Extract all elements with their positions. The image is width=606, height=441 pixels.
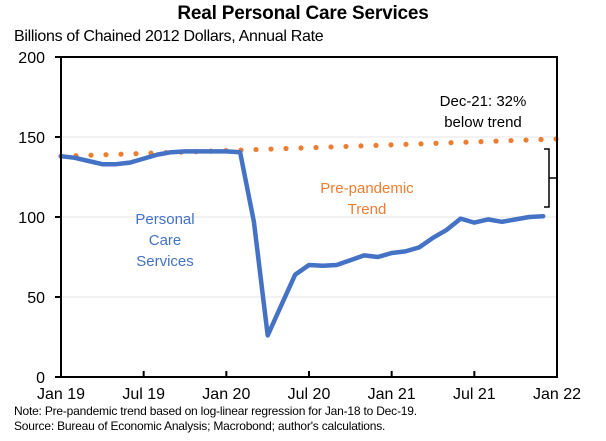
y-tick-label: 100 [18, 210, 45, 227]
trend-dot [343, 143, 349, 150]
trend-dot [523, 137, 529, 143]
trend-dot [283, 145, 289, 152]
chart-source: Source: Bureau of Economic Analysis; Mac… [14, 419, 386, 433]
personal-care-line [58, 149, 546, 338]
x-tick-label: Jan 21 [368, 386, 416, 403]
gap-annotation-line: below trend [444, 114, 522, 131]
trend-dot [253, 146, 259, 153]
trend-label: Pre-pandemic Trend [320, 180, 414, 218]
trend-dot [538, 136, 544, 143]
trend-dot [268, 146, 274, 152]
personal-care-label-line: Care [149, 232, 182, 249]
trend-dot [118, 151, 124, 157]
trend-series [58, 136, 559, 159]
x-tick-label: Jul 21 [453, 386, 496, 403]
personal-care-label-line: Personal [135, 211, 194, 228]
annotations: Personal Care Services Pre-pandemic Trend Dec… [135, 93, 557, 270]
trend-dot [508, 137, 514, 144]
trend-dot [358, 143, 364, 149]
trend-dot [328, 144, 334, 150]
gridlines [61, 136, 557, 298]
x-tick-labels: Jan 19 Jul 19 Jan 20 Jul 20 Jan 21 Jul 21 Jan … [37, 386, 581, 403]
trend-dot [88, 152, 94, 158]
trend-dot [313, 144, 319, 151]
personal-care-label: Personal Care Services [135, 211, 194, 270]
trend-dot [373, 142, 379, 148]
y-tick-label: 200 [18, 50, 45, 67]
trend-dot [133, 151, 139, 157]
personal-care-series [58, 149, 546, 338]
x-tick-label: Jul 19 [122, 386, 165, 403]
axes [55, 56, 558, 378]
x-tick-label: Jan 20 [202, 386, 250, 403]
trend-dot [463, 139, 469, 145]
trend-dot [418, 141, 424, 147]
y-tick-labels: 0 50 100 150 200 [18, 50, 45, 387]
x-tick-label: Jul 20 [288, 386, 331, 403]
trend-dot [448, 140, 454, 146]
personal-care-label-line: Services [136, 253, 194, 270]
trend-dot [103, 152, 109, 158]
gap-bracket [544, 148, 557, 208]
y-tick-label: 0 [36, 370, 45, 387]
trend-label-line: Pre-pandemic [320, 180, 414, 197]
gap-annotation: Dec-21: 32% below trend [440, 93, 527, 131]
gap-annotation-line: Dec-21: 32% [440, 93, 527, 110]
x-tick-label: Jan 19 [37, 386, 85, 403]
trend-dot [433, 140, 439, 146]
x-tick-label: Jan 22 [533, 386, 581, 403]
trend-dot [493, 138, 499, 144]
chart-subtitle: Billions of Chained 2012 Dollars, Annual… [14, 28, 324, 45]
y-tick-label: 150 [18, 130, 45, 147]
trend-dot [388, 142, 394, 148]
trend-dot [478, 139, 484, 145]
trend-dot [298, 145, 304, 151]
chart-title: Real Personal Care Services [177, 3, 429, 24]
y-tick-label: 50 [27, 290, 45, 307]
trend-label-line: Trend [348, 201, 387, 218]
chart-note: Note: Pre-pandemic trend based on log-li… [14, 404, 417, 418]
trend-dot [403, 141, 409, 147]
